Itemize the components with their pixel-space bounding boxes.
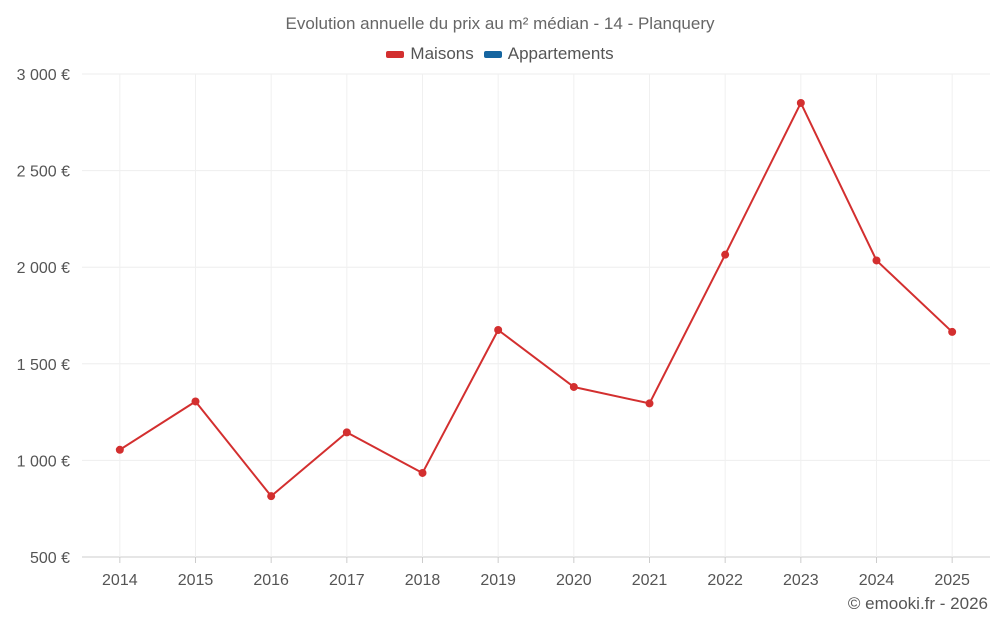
series-line-maisons bbox=[119, 101, 953, 498]
y-axis: 500 € 1 000 € 1 500 € 2 000 € 2 500 € 3 000 € bbox=[17, 67, 70, 567]
legend-swatch-maisons bbox=[386, 50, 405, 58]
y-tick-label: 1 500 € bbox=[17, 357, 70, 374]
chart-legend: Maisons Appartements bbox=[0, 44, 1000, 64]
data-point bbox=[948, 327, 957, 336]
y-tick-label: 3 000 € bbox=[17, 67, 70, 84]
credit-footer: © emooki.fr - 2026 bbox=[847, 594, 988, 613]
legend-item-appartements[interactable]: Appartements bbox=[483, 44, 614, 64]
data-point bbox=[569, 382, 578, 391]
legend-swatch-appartements bbox=[483, 50, 502, 58]
data-point bbox=[494, 325, 503, 334]
data-point bbox=[418, 468, 427, 477]
x-tick-label: 2025 bbox=[934, 572, 970, 589]
x-tick-label: 2017 bbox=[329, 572, 365, 589]
y-tick-label: 500 € bbox=[30, 550, 70, 567]
grid-lines bbox=[82, 73, 990, 558]
legend-label-maisons: Maisons bbox=[410, 44, 474, 63]
data-point bbox=[645, 399, 654, 408]
y-tick-label: 2 500 € bbox=[17, 164, 70, 181]
x-tick-label: 2016 bbox=[253, 572, 289, 589]
x-tick-label: 2018 bbox=[405, 572, 441, 589]
x-tick-label: 2023 bbox=[783, 572, 819, 589]
series-lines bbox=[119, 101, 953, 498]
legend-item-maisons[interactable]: Maisons bbox=[386, 44, 474, 64]
data-point bbox=[872, 256, 881, 265]
x-tick-label: 2022 bbox=[707, 572, 743, 589]
data-point bbox=[796, 98, 805, 107]
data-point bbox=[115, 445, 124, 454]
data-point bbox=[267, 492, 276, 501]
data-point bbox=[342, 428, 351, 437]
y-tick-label: 2 000 € bbox=[17, 260, 70, 277]
x-tick-label: 2021 bbox=[632, 572, 668, 589]
x-tick-label: 2019 bbox=[480, 572, 516, 589]
data-point bbox=[191, 397, 200, 406]
x-tick-label: 2015 bbox=[178, 572, 214, 589]
chart-title: Evolution annuelle du prix au m² médian … bbox=[285, 14, 715, 33]
x-axis: 2014 2015 2016 2017 2018 2019 2020 2021 2022 2023… bbox=[102, 557, 970, 589]
series-points bbox=[115, 98, 957, 501]
y-tick-label: 1 000 € bbox=[17, 453, 70, 470]
x-tick-label: 2024 bbox=[859, 572, 895, 589]
x-tick-label: 2014 bbox=[102, 572, 138, 589]
data-point bbox=[721, 250, 730, 259]
legend-label-appartements: Appartements bbox=[507, 44, 614, 63]
x-tick-label: 2020 bbox=[556, 572, 592, 589]
